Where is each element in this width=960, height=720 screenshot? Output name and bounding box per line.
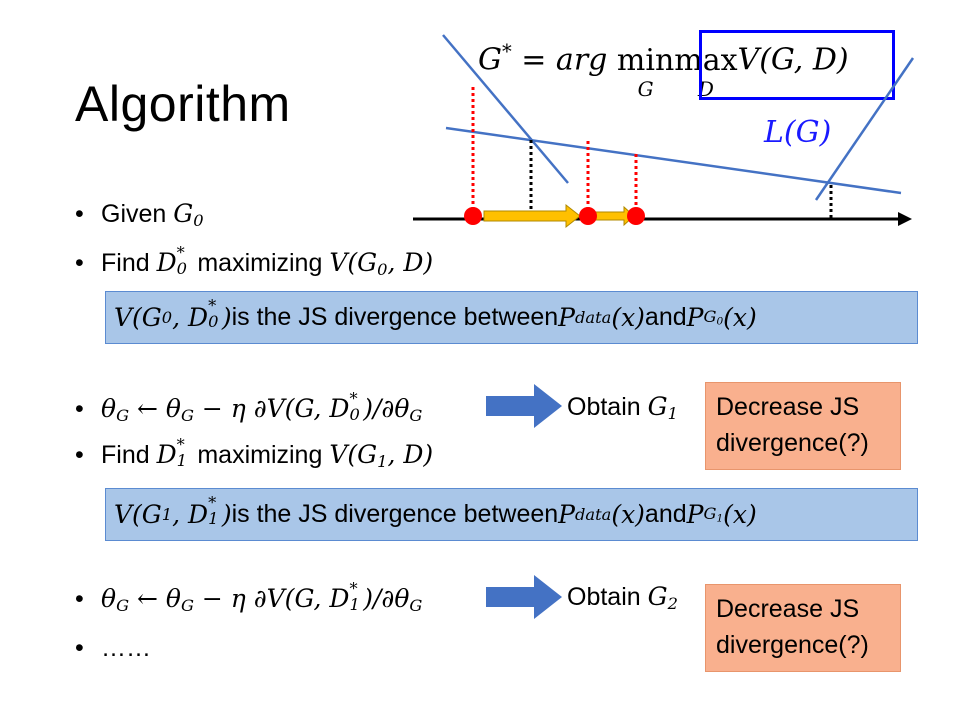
flat-line [445, 126, 902, 195]
formula-star: * [501, 40, 512, 63]
bullet-find-d0: • Find D * 0 maximizing V(G0, D) [75, 243, 434, 286]
js-divergence-box-1: V(G 0, D * 0) is the JS divergence between … [105, 291, 918, 344]
bullet-expr-sub: 0 [377, 260, 388, 280]
yellow-arrow-1 [483, 203, 581, 229]
bullet-expr-end: , D) [387, 248, 434, 277]
bullet-sub: 0 [176, 259, 187, 279]
bullet-text: Find [101, 249, 157, 277]
x-axis-arrowhead [898, 212, 912, 226]
formula-g: G [478, 42, 502, 78]
red-point-2 [579, 207, 597, 225]
decrease-js-box-1: Decrease JS divergence(?) [705, 382, 901, 470]
bullet-update-1: • θG ← θG − η ∂V(G, D * 0)/∂θG [75, 389, 423, 426]
bullet-given-g0: • Given G0 [75, 199, 204, 231]
formula-min-sub: G [637, 76, 654, 101]
bullet-ellipsis: •…… [75, 634, 151, 662]
formula-max: max [674, 42, 738, 78]
obtain-g2: Obtain G2 [567, 582, 678, 614]
decrease-js-box-2: Decrease JS divergence(?) [705, 584, 901, 672]
arrow-right-icon [486, 384, 562, 428]
bullet-expr: V(G [329, 248, 378, 277]
obtain-g1: Obtain G1 [567, 392, 678, 424]
formula-eq: = arg [511, 42, 617, 78]
bullet-var: G [173, 199, 194, 228]
bullet-text: Given [101, 200, 174, 228]
bullet-sup: * [176, 243, 185, 263]
lg-label: L(G) [764, 115, 832, 150]
formula-rest: V(G, D) [737, 42, 849, 78]
formula-min: min [616, 42, 675, 78]
steep-line [442, 34, 569, 184]
bullet-update-2: • θG ← θG − η ∂V(G, D * 1)/∂θG [75, 579, 423, 616]
arrow-right-icon [486, 575, 562, 619]
slide-title: Algorithm [75, 76, 291, 132]
bullet-var: D [156, 248, 177, 277]
bullet-mid: maximizing [190, 249, 330, 277]
bullet-sub: 0 [193, 211, 204, 231]
rising-line [814, 57, 915, 201]
optimization-diagram [413, 34, 915, 229]
js-divergence-box-2: V(G 1, D * 1) is the JS divergence between … [105, 488, 918, 541]
bullet-find-d1: • Find D * 1 maximizing V(G1, D) [75, 435, 434, 472]
max-highlight-frame [699, 30, 895, 100]
red-point-3 [627, 207, 645, 225]
red-point-1 [464, 207, 482, 225]
